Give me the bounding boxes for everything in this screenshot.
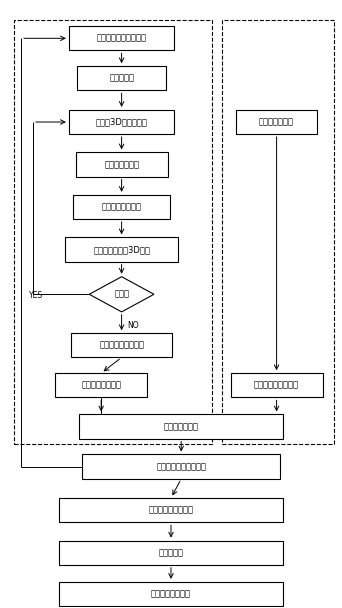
Text: 特征点3D坐标初始化: 特征点3D坐标初始化 xyxy=(96,117,147,126)
Text: 更新局部特征点3D坐标: 更新局部特征点3D坐标 xyxy=(93,245,150,254)
Text: NO: NO xyxy=(128,322,139,330)
Text: 深度滤波器: 深度滤波器 xyxy=(158,548,184,557)
Text: 高精度相机轨迹及位姿: 高精度相机轨迹及位姿 xyxy=(156,462,206,471)
Text: 惯导系统初始化: 惯导系统初始化 xyxy=(259,117,294,126)
Polygon shape xyxy=(89,277,154,312)
FancyBboxPatch shape xyxy=(77,66,166,91)
Text: 相机轨迹及位姿优化: 相机轨迹及位姿优化 xyxy=(99,340,144,350)
Text: 绝对尺度轨迹及位姿: 绝对尺度轨迹及位姿 xyxy=(254,381,299,390)
FancyBboxPatch shape xyxy=(236,110,317,134)
FancyBboxPatch shape xyxy=(73,195,170,219)
FancyBboxPatch shape xyxy=(69,110,174,134)
FancyBboxPatch shape xyxy=(55,373,147,398)
FancyBboxPatch shape xyxy=(231,373,323,398)
Text: 单目相机采集实时图像: 单目相机采集实时图像 xyxy=(96,34,147,43)
Text: 特征点跟踪匹配: 特征点跟踪匹配 xyxy=(104,160,139,169)
FancyBboxPatch shape xyxy=(65,237,178,261)
Text: 求解帧间位姿变换: 求解帧间位姿变换 xyxy=(102,202,142,212)
FancyBboxPatch shape xyxy=(58,541,284,565)
FancyBboxPatch shape xyxy=(76,153,168,176)
FancyBboxPatch shape xyxy=(71,333,172,358)
Text: 关键帧: 关键帧 xyxy=(114,290,129,299)
FancyBboxPatch shape xyxy=(82,454,280,478)
Text: 三维稠密地图重建: 三维稠密地图重建 xyxy=(151,590,191,598)
FancyBboxPatch shape xyxy=(69,26,174,50)
FancyBboxPatch shape xyxy=(58,582,284,606)
Text: YES: YES xyxy=(29,291,43,300)
Text: 无尺度轨迹及位姿: 无尺度轨迹及位姿 xyxy=(81,381,121,390)
Text: 数据滤波及融合: 数据滤波及融合 xyxy=(164,422,199,431)
Text: 特征点提取: 特征点提取 xyxy=(109,74,134,83)
Text: 极线约束特征点匹配: 极线约束特征点匹配 xyxy=(148,506,194,515)
FancyBboxPatch shape xyxy=(58,498,284,522)
FancyBboxPatch shape xyxy=(79,415,284,438)
